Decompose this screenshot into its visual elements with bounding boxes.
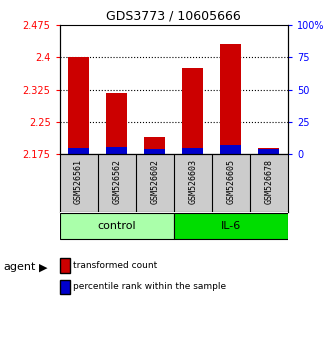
Text: IL-6: IL-6 [221, 221, 241, 231]
Text: GSM526603: GSM526603 [188, 159, 197, 204]
Text: GSM526605: GSM526605 [226, 159, 235, 204]
Bar [106, 93, 127, 154]
Bar [259, 148, 279, 154]
Bar [68, 57, 89, 154]
Bar [259, 149, 279, 154]
Title: GDS3773 / 10605666: GDS3773 / 10605666 [106, 9, 241, 22]
Bar [106, 147, 127, 154]
Text: agent: agent [3, 262, 36, 272]
Bar [182, 148, 203, 154]
Bar [182, 68, 203, 154]
Bar [68, 148, 89, 154]
Text: GSM526678: GSM526678 [264, 159, 273, 204]
Bar [174, 213, 288, 239]
Bar [60, 213, 174, 239]
Text: GSM526561: GSM526561 [74, 159, 83, 204]
Text: GSM526602: GSM526602 [150, 159, 159, 204]
Bar [144, 137, 165, 154]
Bar [144, 149, 165, 154]
Text: ▶: ▶ [39, 262, 47, 272]
Text: GSM526562: GSM526562 [112, 159, 121, 204]
Text: percentile rank within the sample: percentile rank within the sample [73, 282, 226, 291]
Bar [220, 145, 241, 154]
Bar [220, 44, 241, 154]
Text: control: control [97, 221, 136, 231]
Text: transformed count: transformed count [73, 261, 157, 270]
